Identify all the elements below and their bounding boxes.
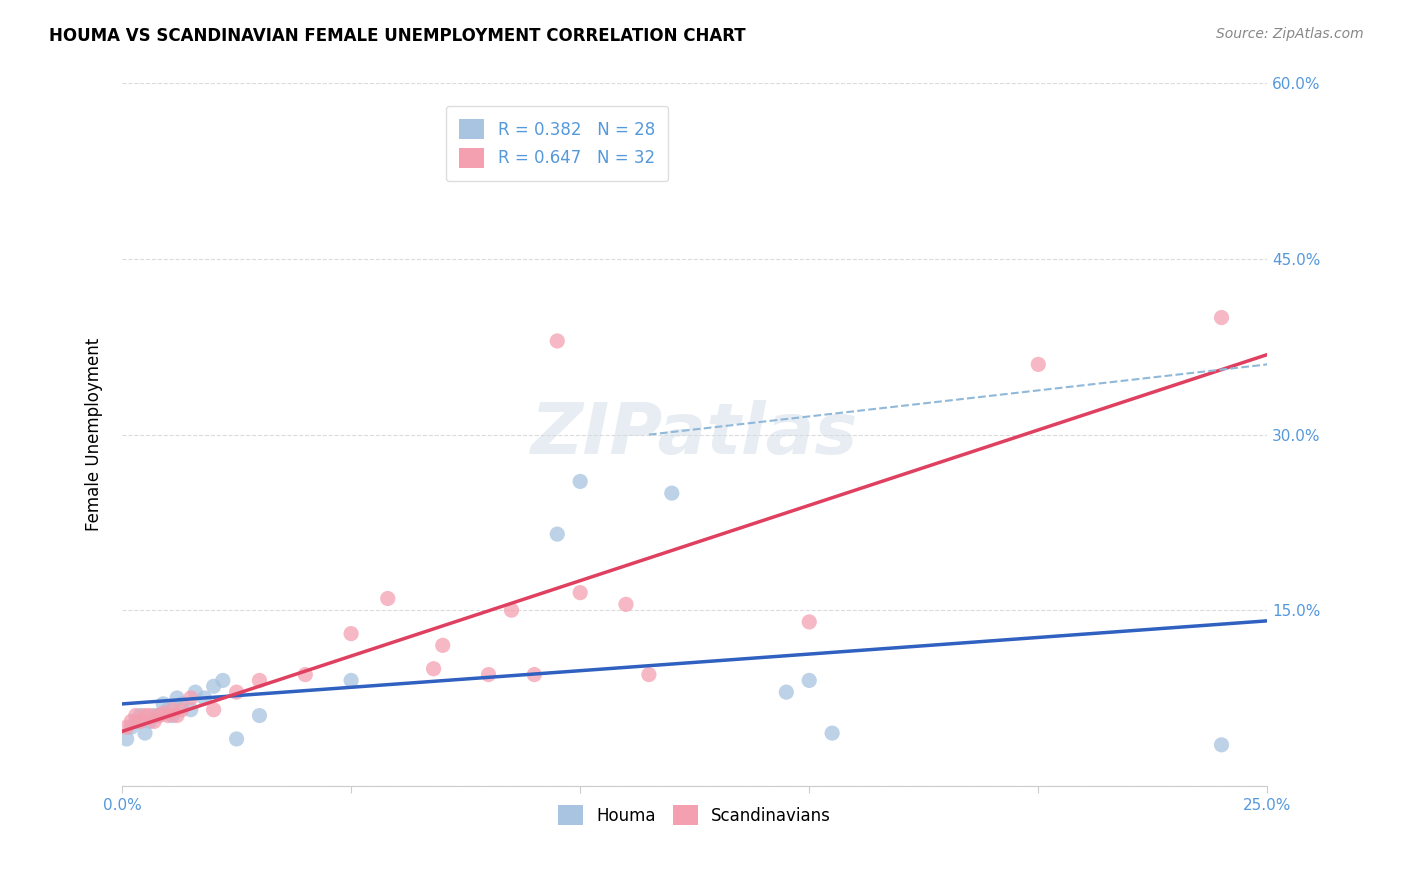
Houma [162, 708, 184, 723]
Houma [546, 527, 568, 541]
Scandinavians [377, 591, 399, 606]
Scandinavians [432, 638, 454, 652]
Scandinavians [166, 708, 188, 723]
Scandinavians [129, 714, 152, 729]
Houma [340, 673, 363, 688]
Scandinavians [501, 603, 523, 617]
Text: HOUMA VS SCANDINAVIAN FEMALE UNEMPLOYMENT CORRELATION CHART: HOUMA VS SCANDINAVIAN FEMALE UNEMPLOYMEN… [49, 27, 745, 45]
Scandinavians [340, 626, 363, 640]
Houma [129, 708, 152, 723]
Scandinavians [638, 667, 661, 681]
Houma [134, 726, 156, 740]
Scandinavians [125, 708, 148, 723]
Text: Source: ZipAtlas.com: Source: ZipAtlas.com [1216, 27, 1364, 41]
Scandinavians [249, 673, 271, 688]
Houma [202, 679, 225, 693]
Scandinavians [422, 662, 444, 676]
Houma [225, 731, 247, 746]
Scandinavians [294, 667, 316, 681]
Scandinavians [134, 708, 156, 723]
Scandinavians [225, 685, 247, 699]
Houma [125, 714, 148, 729]
Houma [661, 486, 683, 500]
Houma [799, 673, 821, 688]
Houma [138, 714, 160, 729]
Scandinavians [1211, 310, 1233, 325]
Houma [569, 475, 592, 489]
Scandinavians [148, 708, 170, 723]
Scandinavians [799, 615, 821, 629]
Scandinavians [180, 691, 202, 706]
Scandinavians [156, 708, 179, 723]
Houma [120, 720, 142, 734]
Houma [166, 691, 188, 706]
Scandinavians [115, 720, 138, 734]
Houma [115, 731, 138, 746]
Scandinavians [1026, 357, 1049, 371]
Houma [143, 708, 166, 723]
Houma [152, 697, 174, 711]
Scandinavians [546, 334, 568, 348]
Scandinavians [202, 703, 225, 717]
Scandinavians [569, 585, 592, 599]
Legend: Houma, Scandinavians: Houma, Scandinavians [550, 797, 839, 834]
Y-axis label: Female Unemployment: Female Unemployment [86, 338, 103, 532]
Scandinavians [120, 714, 142, 729]
Scandinavians [143, 714, 166, 729]
Houma [211, 673, 233, 688]
Houma [184, 685, 207, 699]
Scandinavians [138, 708, 160, 723]
Scandinavians [523, 667, 546, 681]
Houma [193, 691, 215, 706]
Text: ZIPatlas: ZIPatlas [531, 401, 859, 469]
Houma [1211, 738, 1233, 752]
Houma [180, 703, 202, 717]
Houma [775, 685, 797, 699]
Houma [821, 726, 844, 740]
Scandinavians [152, 706, 174, 721]
Houma [156, 703, 179, 717]
Scandinavians [162, 703, 184, 717]
Scandinavians [477, 667, 499, 681]
Scandinavians [614, 598, 637, 612]
Houma [170, 697, 193, 711]
Scandinavians [170, 703, 193, 717]
Houma [148, 708, 170, 723]
Houma [249, 708, 271, 723]
